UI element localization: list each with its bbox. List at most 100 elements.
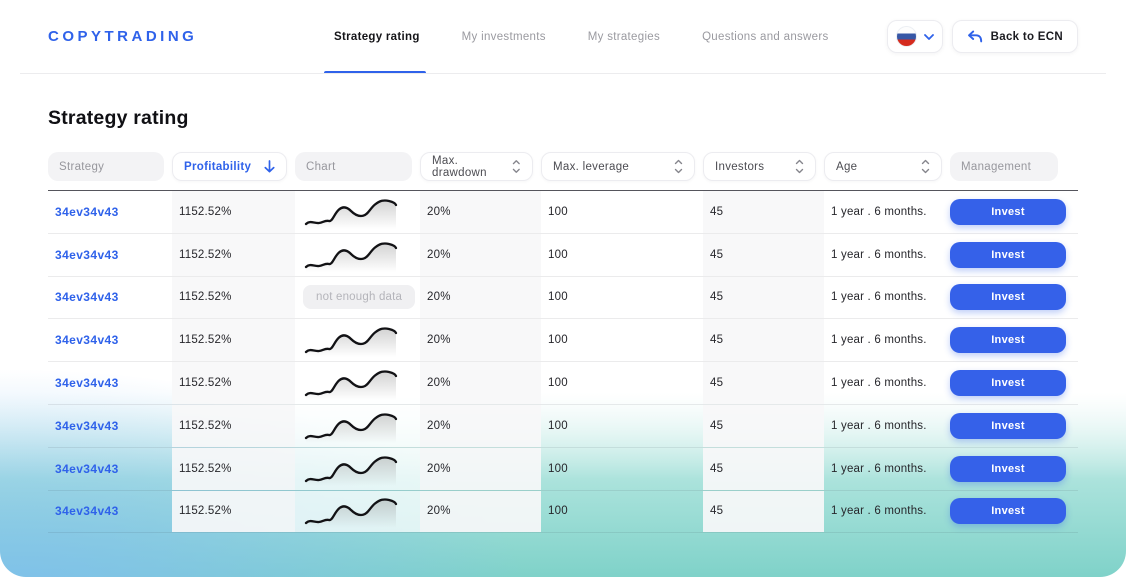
header-controls: Back to ECN [886,20,1078,53]
invest-button[interactable]: Invest [950,412,1066,439]
back-to-ecn-button[interactable]: Back to ECN [951,20,1078,53]
age-value: 1 year . 6 months. [831,462,927,475]
tab-my-investments[interactable]: My investments [461,31,546,43]
profitability-value: 1152.52% [179,291,232,304]
profitability-value: 1152.52% [179,248,232,261]
chevron-down-icon [923,33,934,40]
max-leverage-value: 100 [548,377,568,390]
max-leverage-value: 100 [548,205,568,218]
sort-icon [513,160,521,173]
profitability-value: 1152.52% [179,205,232,218]
sparkline-chart [304,199,398,229]
table-row: 34ev34v43 1152.52% 20% 100 45 1 year . 6… [48,362,1078,405]
strategy-link[interactable]: 34ev34v43 [55,504,119,519]
profitability-value: 1152.52% [179,334,232,347]
max-drawdown-value: 20% [427,462,451,475]
strategy-link[interactable]: 34ev34v43 [55,418,119,433]
investors-value: 45 [710,205,724,218]
no-data-badge: not enough data [303,285,416,310]
column-header-max-leverage[interactable]: Max. leverage [541,152,695,181]
max-leverage-value: 100 [548,462,568,475]
tab-questions-answers[interactable]: Questions and answers [702,31,829,43]
sparkline-chart [304,242,398,272]
max-drawdown-value: 20% [427,205,451,218]
invest-button[interactable]: Invest [950,198,1066,225]
investors-value: 45 [710,334,724,347]
age-value: 1 year . 6 months. [831,291,927,304]
investors-value: 45 [710,505,724,518]
invest-button[interactable]: Invest [950,284,1066,311]
invest-button[interactable]: Invest [950,498,1066,525]
table-body: 34ev34v43 1152.52% 20% 100 45 1 year . 6… [48,191,1078,534]
max-drawdown-value: 20% [427,334,451,347]
max-drawdown-value: 20% [427,419,451,432]
column-header-strategy: Strategy [48,152,164,181]
sort-icon [674,159,683,174]
max-drawdown-value: 20% [427,377,451,390]
max-leverage-value: 100 [548,248,568,261]
investors-value: 45 [710,377,724,390]
max-leverage-value: 100 [548,505,568,518]
undo-arrow-icon [967,30,982,43]
column-header-age[interactable]: Age [824,152,942,181]
profitability-value: 1152.52% [179,462,232,475]
column-header-profitability[interactable]: Profitability [172,152,287,181]
strategy-link[interactable]: 34ev34v43 [55,376,119,391]
investors-value: 45 [710,462,724,475]
table-column-filters: Strategy Profitability Chart Max. drawdo… [48,152,1078,181]
language-selector[interactable] [886,20,943,53]
max-drawdown-value: 20% [427,505,451,518]
sparkline-chart [304,327,398,358]
age-value: 1 year . 6 months. [831,419,927,432]
profitability-value: 1152.52% [179,377,232,390]
max-leverage-value: 100 [548,419,568,432]
page-title: Strategy rating [48,107,189,129]
age-value: 1 year . 6 months. [831,334,927,347]
sparkline-chart [304,370,398,401]
table-row: 34ev34v43 1152.52% 20% 100 45 1 year . 6… [48,319,1078,363]
column-header-investors[interactable]: Investors [703,152,816,181]
strategy-link[interactable]: 34ev34v43 [55,290,119,305]
invest-button[interactable]: Invest [950,241,1066,268]
main-nav: Strategy rating My investments My strate… [324,0,833,74]
profitability-value: 1152.52% [179,419,232,432]
age-value: 1 year . 6 months. [831,377,927,390]
copytrading-logo[interactable]: COPYTRADING [48,28,198,45]
table-row: 34ev34v43 1152.52% 20% 100 45 1 year . 6… [48,191,1078,234]
strategy-table: 34ev34v43 1152.52% 20% 100 45 1 year . 6… [48,190,1078,534]
back-to-ecn-label: Back to ECN [990,30,1063,43]
header-divider [20,73,1106,74]
investors-value: 45 [710,291,724,304]
table-row: 34ev34v43 1152.52% 20% 100 45 1 year . 6… [48,404,1078,448]
max-drawdown-value: 20% [427,248,451,261]
invest-button[interactable]: Invest [950,370,1066,397]
age-value: 1 year . 6 months. [831,205,927,218]
invest-button[interactable]: Invest [950,327,1066,354]
investors-value: 45 [710,419,724,432]
sparkline-chart [304,413,398,443]
strategy-link[interactable]: 34ev34v43 [55,333,119,348]
max-leverage-value: 100 [548,291,568,304]
strategy-link[interactable]: 34ev34v43 [55,247,119,262]
max-drawdown-value: 20% [427,291,451,304]
column-header-max-drawdown[interactable]: Max. drawdown [420,152,533,181]
investors-value: 45 [710,248,724,261]
strategy-link[interactable]: 34ev34v43 [55,204,119,219]
strategy-link[interactable]: 34ev34v43 [55,461,119,476]
tab-my-strategies[interactable]: My strategies [587,31,661,43]
arrow-down-icon [264,160,275,173]
age-value: 1 year . 6 months. [831,248,927,261]
table-row: 34ev34v43 1152.52% 20% 100 45 1 year . 6… [48,490,1078,534]
sort-icon [795,159,804,174]
column-header-chart: Chart [295,152,412,181]
age-value: 1 year . 6 months. [831,505,927,518]
tab-strategy-rating[interactable]: Strategy rating [324,0,426,74]
table-row: 34ev34v43 1152.52% 20% 100 45 1 year . 6… [48,233,1078,277]
table-row: 34ev34v43 1152.52% not enough data 20% 1… [48,276,1078,320]
invest-button[interactable]: Invest [950,455,1066,482]
max-leverage-value: 100 [548,334,568,347]
sort-icon [921,159,930,174]
russia-flag-icon [895,26,917,47]
table-row: 34ev34v43 1152.52% 20% 100 45 1 year . 6… [48,447,1078,491]
